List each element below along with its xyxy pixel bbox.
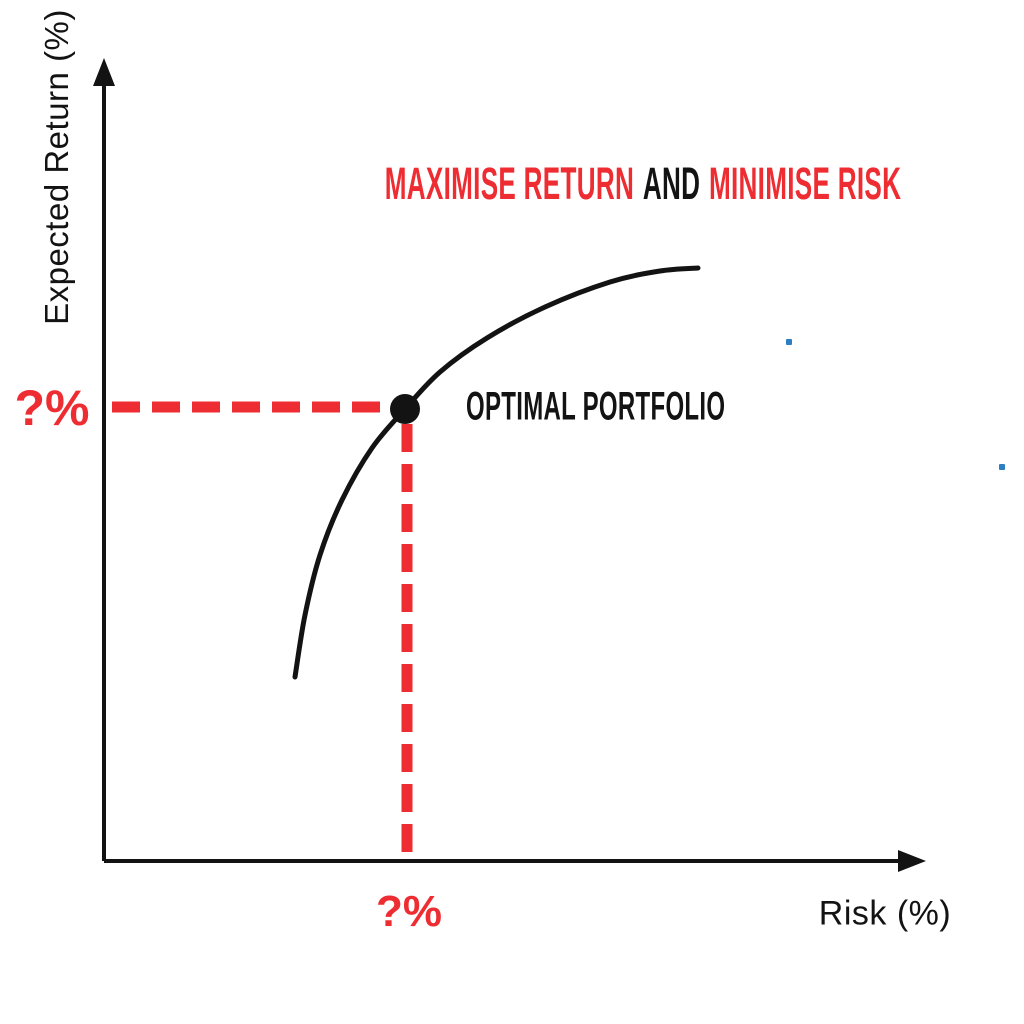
- optimal-portfolio-text: OPTIMAL PORTFOLIO: [466, 384, 726, 429]
- chart-title: MAXIMISE RETURN AND MINIMISE RISK: [198, 158, 1024, 210]
- y-axis-label: Expected Return (%): [38, 9, 75, 325]
- efficient-frontier-curve: [292, 265, 701, 680]
- y-value-label: ?%: [14, 380, 90, 436]
- title-maximise-return: MAXIMISE RETURN: [384, 158, 635, 209]
- blue-speck: [999, 464, 1005, 470]
- x-value-label: ?%: [376, 887, 442, 936]
- chart-title-text: MAXIMISE RETURN AND MINIMISE RISK: [385, 158, 902, 210]
- title-minimise-risk: MINIMISE RISK: [708, 158, 902, 209]
- x-axis-arrowhead: [898, 850, 926, 872]
- optimal-portfolio-label: OPTIMAL PORTFOLIO: [466, 385, 898, 430]
- blue-speck: [786, 339, 792, 345]
- x-axis-label: Risk (%): [818, 894, 952, 933]
- optimal-portfolio-point: [390, 394, 420, 424]
- y-axis-arrowhead: [93, 58, 115, 86]
- title-and: AND: [642, 158, 701, 209]
